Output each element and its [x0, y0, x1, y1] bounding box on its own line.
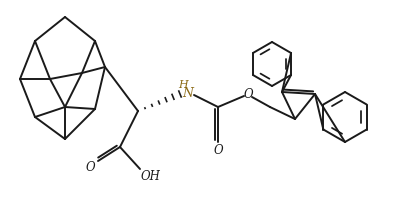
Text: O: O	[243, 88, 253, 101]
Text: O: O	[213, 144, 223, 157]
Text: H: H	[178, 80, 188, 90]
Text: OH: OH	[140, 170, 160, 183]
Text: O: O	[85, 161, 95, 174]
Text: N: N	[182, 87, 194, 100]
